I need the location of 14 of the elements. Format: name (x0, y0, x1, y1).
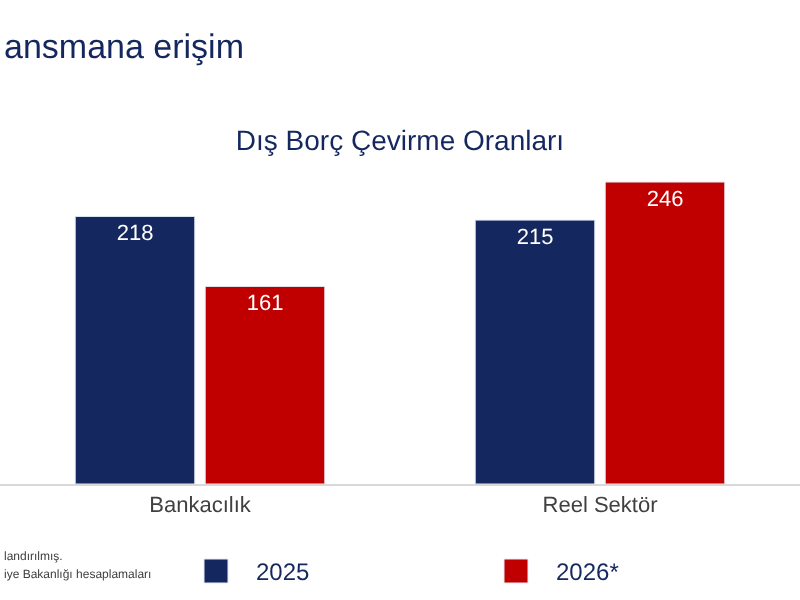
data-label: 246 (646, 188, 684, 213)
legend-label: 2025 (256, 558, 311, 587)
chart-title: Dış Borç Çevirme Oranları (235, 123, 565, 156)
bar (474, 219, 596, 484)
bar (74, 215, 196, 484)
data-label: 161 (246, 292, 284, 317)
x-tick-label: Reel Sektör (542, 494, 659, 519)
bar (204, 285, 326, 484)
data-label: 218 (116, 222, 154, 247)
bar (604, 181, 726, 484)
data-label: 215 (516, 226, 554, 251)
text: ansmana erişim (4, 28, 244, 66)
x-tick-label: Bankacılık (149, 494, 252, 519)
legend-label: 2026* (556, 558, 620, 587)
